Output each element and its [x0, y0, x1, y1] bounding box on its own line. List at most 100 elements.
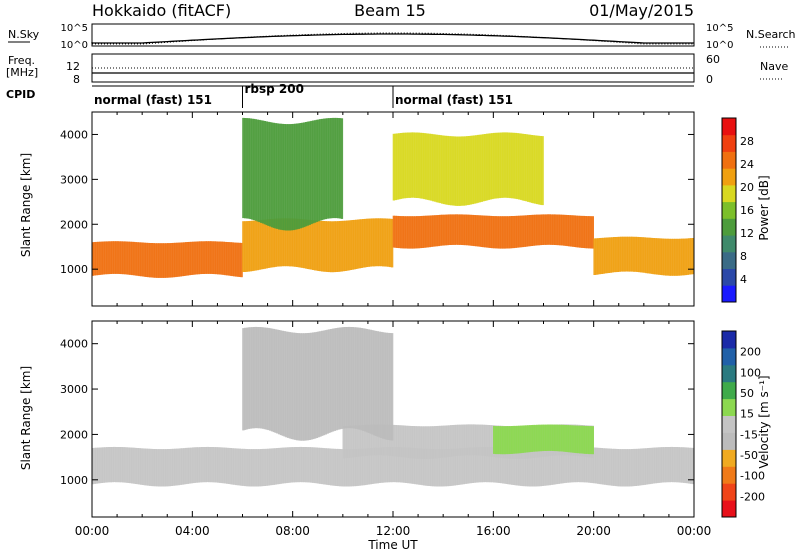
velocity-scatter-column	[586, 447, 589, 483]
velocity-scatter-column	[446, 449, 449, 487]
power-scatter-column	[337, 221, 340, 272]
power-scatter-column	[174, 242, 177, 278]
velocity-scatter-column	[247, 449, 250, 487]
velocity-scatter-column	[548, 448, 551, 486]
velocity-scatter-column	[274, 329, 277, 433]
velocity-scatter-column	[398, 447, 401, 483]
power-scatter-column	[218, 241, 222, 275]
power-scatter-column	[326, 221, 329, 272]
freq-label: Freq.	[8, 54, 35, 67]
velocity-scatter-column	[233, 448, 236, 485]
power-scatter-column	[530, 214, 534, 246]
velocity-scatter-column	[374, 424, 378, 456]
power-scatter-column	[310, 220, 313, 270]
power-scatter-column	[530, 135, 534, 203]
power-scatter-column	[421, 132, 424, 199]
velocity-scatter-column	[367, 329, 370, 433]
power-scatter-column	[249, 118, 252, 220]
velocity-scatter-column	[614, 448, 618, 487]
velocity-scatter-column	[195, 447, 198, 483]
velocity-scatter-column	[206, 446, 209, 483]
power-colorbar-segment	[722, 184, 736, 203]
power-scatter-column	[688, 238, 691, 275]
power-scatter-column	[509, 132, 512, 199]
power-scatter-column	[333, 117, 336, 219]
power-scatter-column	[476, 134, 480, 203]
power-scatter-column	[265, 121, 268, 226]
velocity-scatter-column	[577, 425, 580, 454]
power-scatter-column	[426, 215, 430, 248]
power-scatter-column	[634, 236, 637, 272]
power-scatter-column	[186, 242, 190, 276]
power-scatter-column	[369, 218, 372, 267]
velocity-scatter-column	[516, 448, 519, 486]
velocity-scatter-column	[295, 333, 299, 441]
power-scatter-column	[679, 238, 682, 276]
velocity-scatter-column	[405, 447, 408, 483]
velocity-scatter-column	[528, 425, 532, 453]
velocity-ytick-label: 3000	[60, 383, 88, 396]
velocity-scatter-column	[315, 331, 319, 438]
noise-tick-low-left: 10^0	[61, 40, 88, 51]
power-scatter-column	[376, 218, 379, 267]
power-scatter-column	[150, 243, 154, 278]
velocity-scatter-column	[254, 449, 258, 487]
power-scatter-column	[571, 215, 575, 247]
power-scatter-column	[645, 237, 648, 274]
power-scatter-column	[301, 219, 304, 268]
velocity-scatter-column	[349, 327, 353, 429]
velocity-scatter-column	[208, 447, 211, 483]
velocity-scatter-column	[428, 426, 431, 459]
velocity-scatter-column	[278, 330, 281, 435]
velocity-scatter-column	[559, 424, 562, 452]
velocity-scatter-column	[657, 447, 661, 483]
power-scatter-column	[620, 236, 623, 272]
velocity-scatter-column	[450, 448, 453, 486]
power-scatter-column	[149, 243, 152, 278]
power-scatter-column	[614, 237, 618, 273]
power-scatter-column	[390, 218, 394, 268]
velocity-scatter-column	[213, 447, 216, 483]
power-scatter-column	[611, 237, 614, 273]
power-scatter-column	[283, 218, 286, 267]
velocity-scatter-column	[287, 331, 290, 438]
velocity-scatter-column	[285, 331, 288, 438]
power-scatter-column	[358, 219, 362, 269]
power-scatter-column	[656, 238, 659, 275]
power-scatter-column	[566, 215, 569, 247]
power-scatter-column	[541, 214, 544, 245]
velocity-scatter-column	[328, 448, 331, 486]
power-scatter-column	[442, 135, 446, 205]
power-scatter-column	[147, 242, 150, 278]
power-scatter-column	[536, 135, 539, 205]
velocity-scatter-column	[272, 328, 276, 433]
power-scatter-column	[192, 241, 195, 275]
power-scatter-column	[292, 123, 295, 231]
velocity-scatter-column	[611, 448, 614, 486]
velocity-scatter-column	[650, 447, 654, 484]
power-scatter-column	[545, 214, 548, 245]
power-scatter-column	[493, 132, 496, 199]
power-scatter-column	[401, 132, 405, 199]
velocity-scatter-column	[299, 446, 302, 483]
power-scatter-column	[260, 120, 263, 223]
power-scatter-column	[539, 214, 542, 246]
velocity-scatter-column	[242, 448, 245, 486]
time-tick-label: 12:00	[376, 524, 411, 538]
velocity-scatter-column	[209, 447, 213, 483]
velocity-scatter-column	[595, 447, 598, 484]
power-scatter-column	[122, 241, 125, 275]
velocity-scatter-column	[455, 424, 458, 456]
velocity-scatter-column	[423, 426, 426, 459]
velocity-scatter-column	[102, 447, 105, 483]
velocity-scatter-column	[571, 425, 575, 453]
power-scatter-column	[278, 218, 281, 267]
power-scatter-column	[457, 214, 460, 245]
power-scatter-column	[195, 241, 198, 275]
velocity-scatter-column	[177, 448, 181, 486]
velocity-scatter-column	[627, 449, 630, 487]
velocity-scatter-column	[586, 426, 589, 454]
power-scatter-column	[489, 215, 492, 248]
power-scatter-column	[561, 214, 564, 246]
power-scatter-column	[448, 214, 451, 245]
